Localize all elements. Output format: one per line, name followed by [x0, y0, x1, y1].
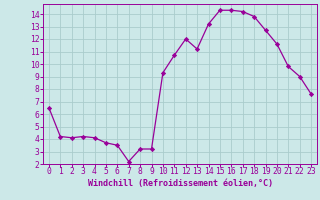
X-axis label: Windchill (Refroidissement éolien,°C): Windchill (Refroidissement éolien,°C): [87, 179, 273, 188]
